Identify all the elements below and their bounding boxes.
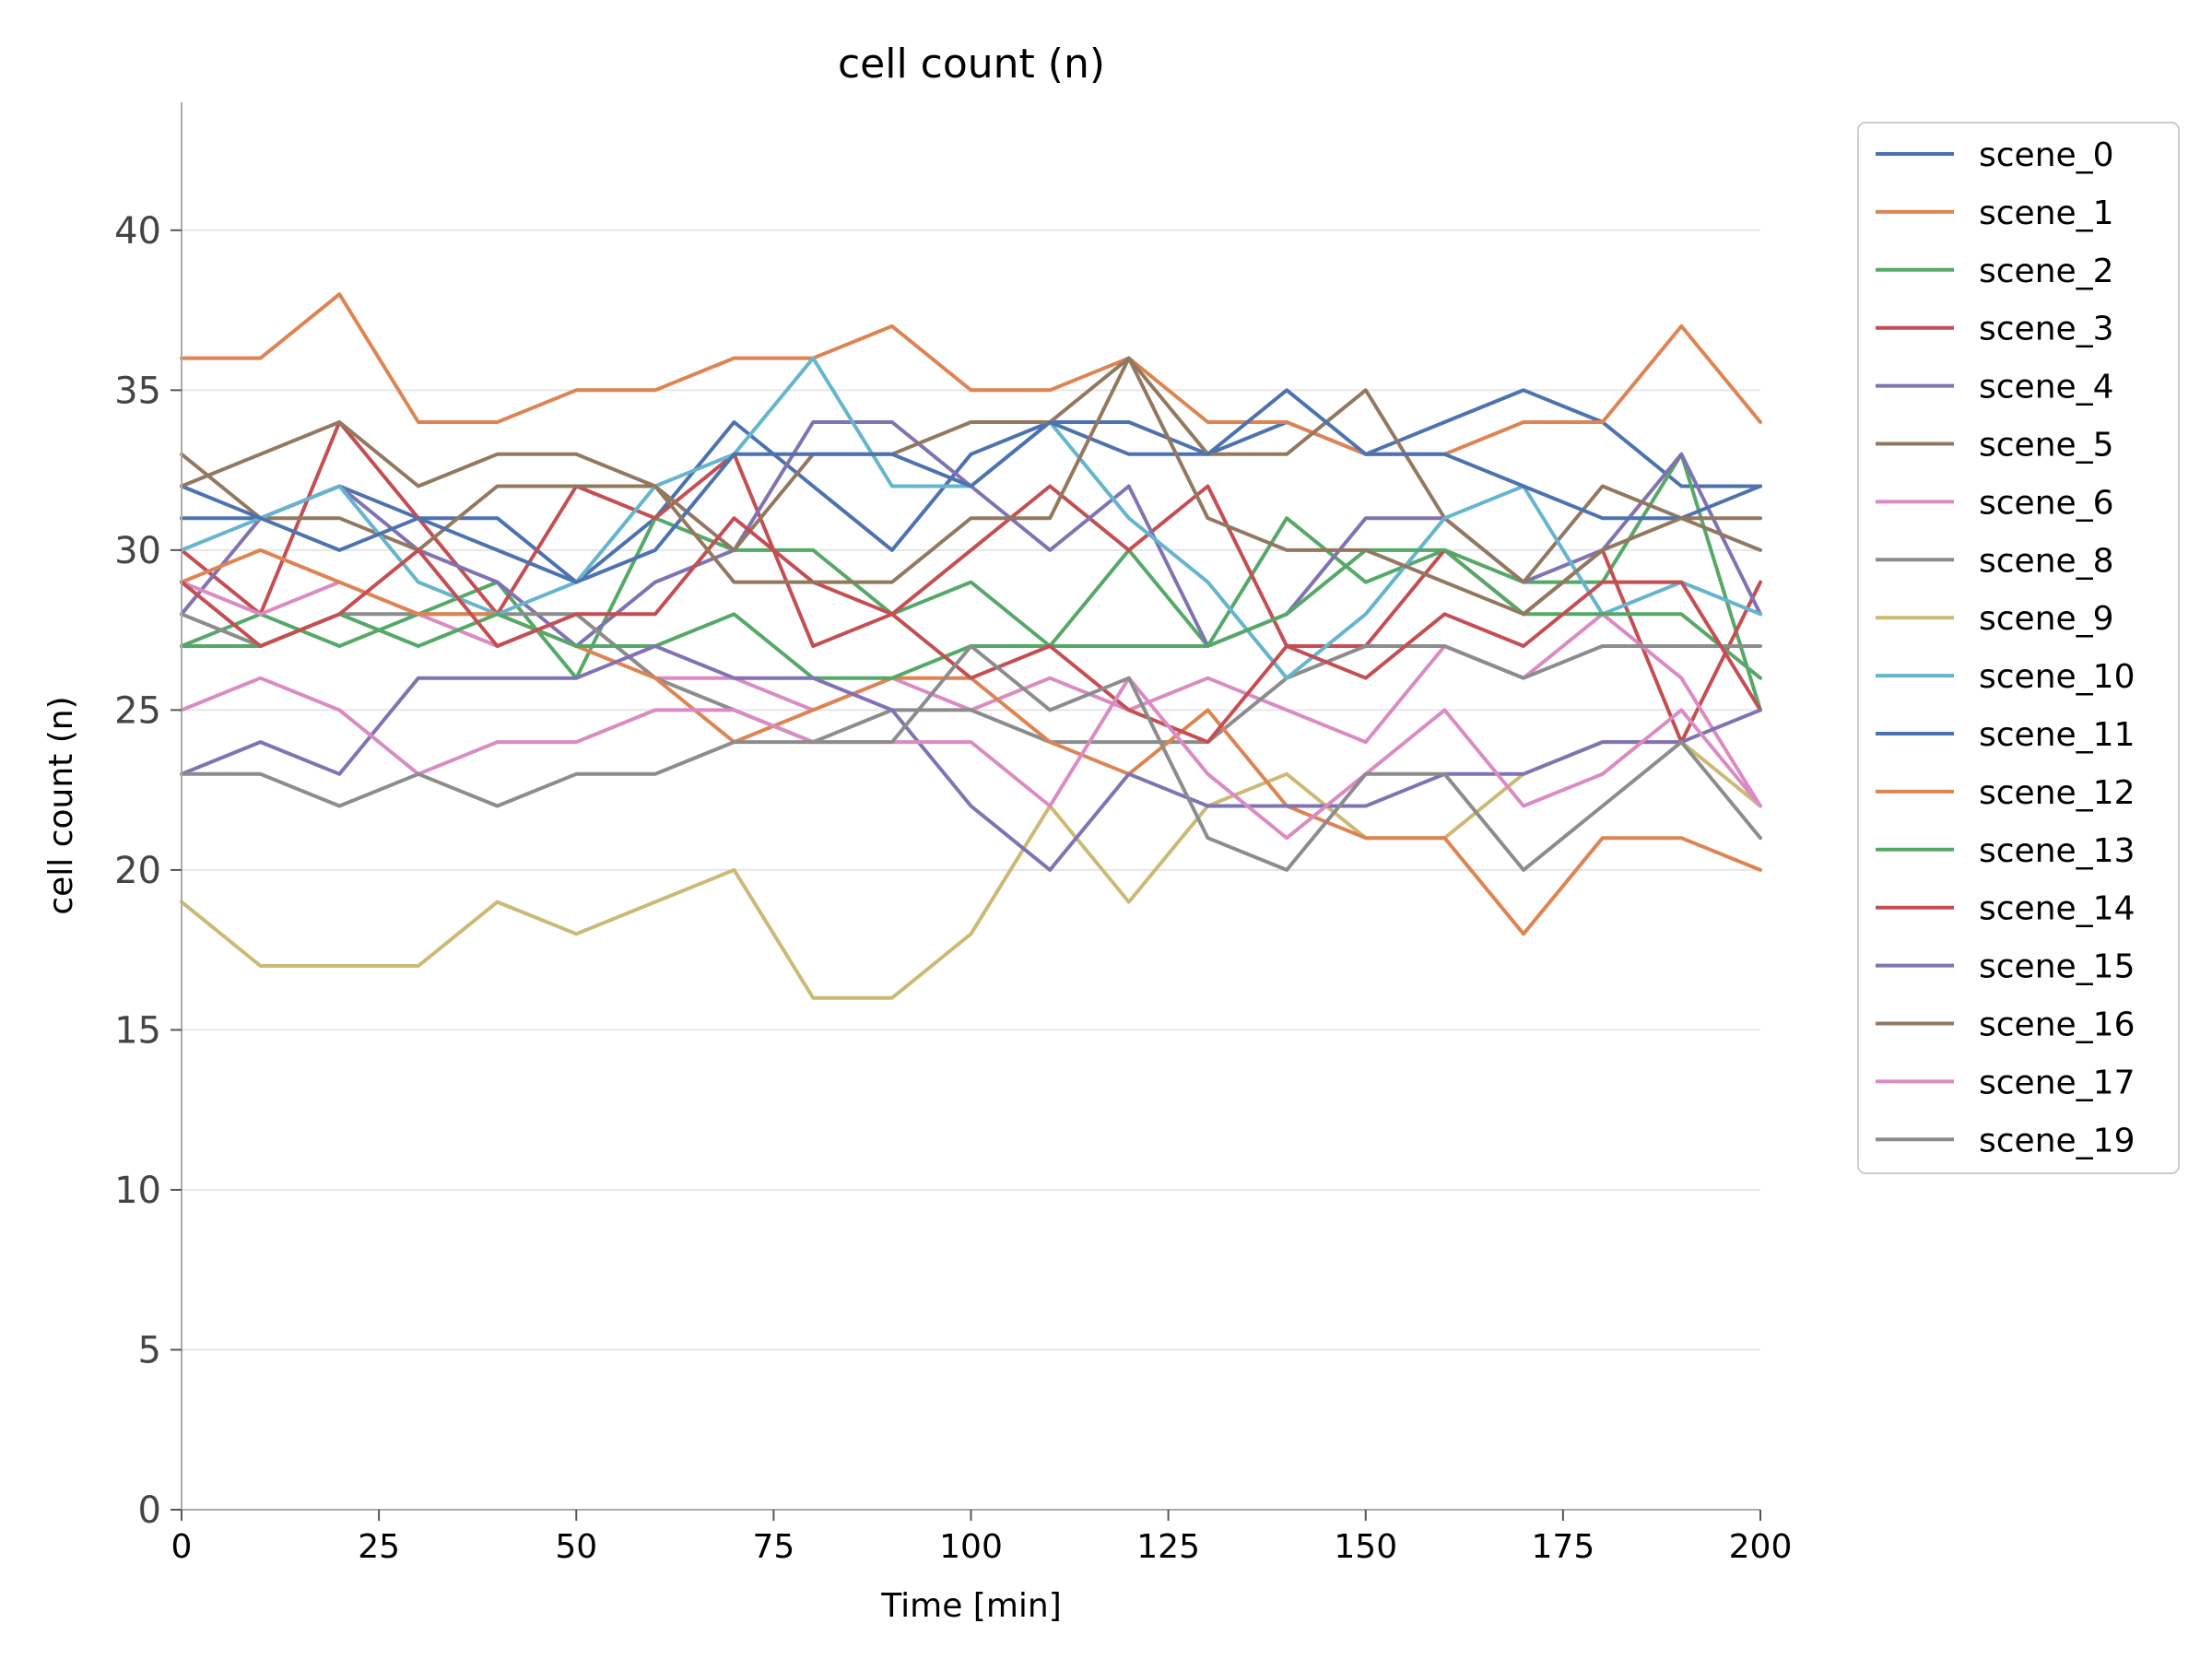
series-line-scene_9: [180, 740, 1762, 1000]
legend-items: scene_0 scene_1 scene_2 scene_3 scene_4scene…: [1876, 136, 2135, 1159]
series-line-scene_0: [180, 388, 1762, 584]
series-line-scene_16: [180, 356, 1762, 617]
series-line-scene_14: [180, 516, 1762, 745]
legend-label: scene_17: [1979, 1064, 2135, 1101]
y-ticks: 0 5 10 15 20 25 30 35 40: [114, 210, 182, 1532]
x-tick-label: 100: [939, 1528, 1003, 1566]
y-tick-label: 5: [138, 1329, 161, 1371]
y-axis-label: cell count (n): [42, 696, 80, 914]
legend-label: scene_2: [1979, 253, 2114, 290]
legend-label: scene_6: [1979, 484, 2114, 522]
y-tick-label: 25: [114, 689, 161, 732]
legend-label: scene_13: [1979, 832, 2135, 870]
legend-label: scene_4: [1979, 369, 2114, 406]
legend-label: scene_14: [1979, 890, 2135, 928]
x-tick-label: 175: [1532, 1528, 1595, 1566]
x-tick-label: 25: [358, 1528, 400, 1566]
legend-label: scene_9: [1979, 600, 2114, 638]
legend-label: scene_3: [1979, 311, 2114, 348]
series-layer: [180, 292, 1762, 1000]
x-ticks: 0 25 50 75 100 125 150 175 200: [171, 1510, 1793, 1566]
x-axis-label: Time [min]: [880, 1587, 1062, 1625]
y-tick-label: 0: [138, 1489, 161, 1532]
y-tick-label: 40: [114, 210, 161, 253]
legend-label: scene_10: [1979, 658, 2135, 696]
legend-label: scene_15: [1979, 948, 2135, 986]
x-tick-label: 150: [1334, 1528, 1397, 1566]
x-tick-label: 125: [1136, 1528, 1200, 1566]
legend-label: scene_5: [1979, 427, 2114, 465]
legend-label: scene_8: [1979, 542, 2114, 580]
legend-label: scene_1: [1979, 194, 2114, 232]
y-tick-label: 10: [114, 1170, 161, 1212]
series-line-scene_17: [180, 676, 1762, 841]
y-tick-label: 15: [114, 1009, 161, 1052]
chart-title: cell count (n): [838, 41, 1105, 88]
grid: [182, 229, 1760, 1351]
y-tick-label: 20: [114, 850, 161, 892]
series-line-scene_11: [180, 388, 1762, 584]
legend-label: scene_0: [1979, 136, 2114, 174]
legend-label: scene_11: [1979, 716, 2135, 754]
legend-label: scene_19: [1979, 1122, 2135, 1159]
x-tick-label: 0: [171, 1528, 193, 1566]
series-line-scene_1: [180, 292, 1762, 456]
legend-label: scene_16: [1979, 1006, 2135, 1044]
legend-label: scene_12: [1979, 774, 2135, 812]
x-tick-label: 200: [1729, 1528, 1793, 1566]
x-tick-label: 50: [555, 1528, 597, 1566]
y-tick-label: 35: [114, 370, 161, 412]
y-tick-label: 30: [114, 530, 161, 572]
series-line-scene_19: [180, 644, 1762, 872]
x-tick-label: 75: [752, 1528, 794, 1566]
series-line-scene_2: [180, 452, 1762, 712]
legend: scene_0 scene_1 scene_2 scene_3 scene_4scene…: [1857, 122, 2180, 1174]
